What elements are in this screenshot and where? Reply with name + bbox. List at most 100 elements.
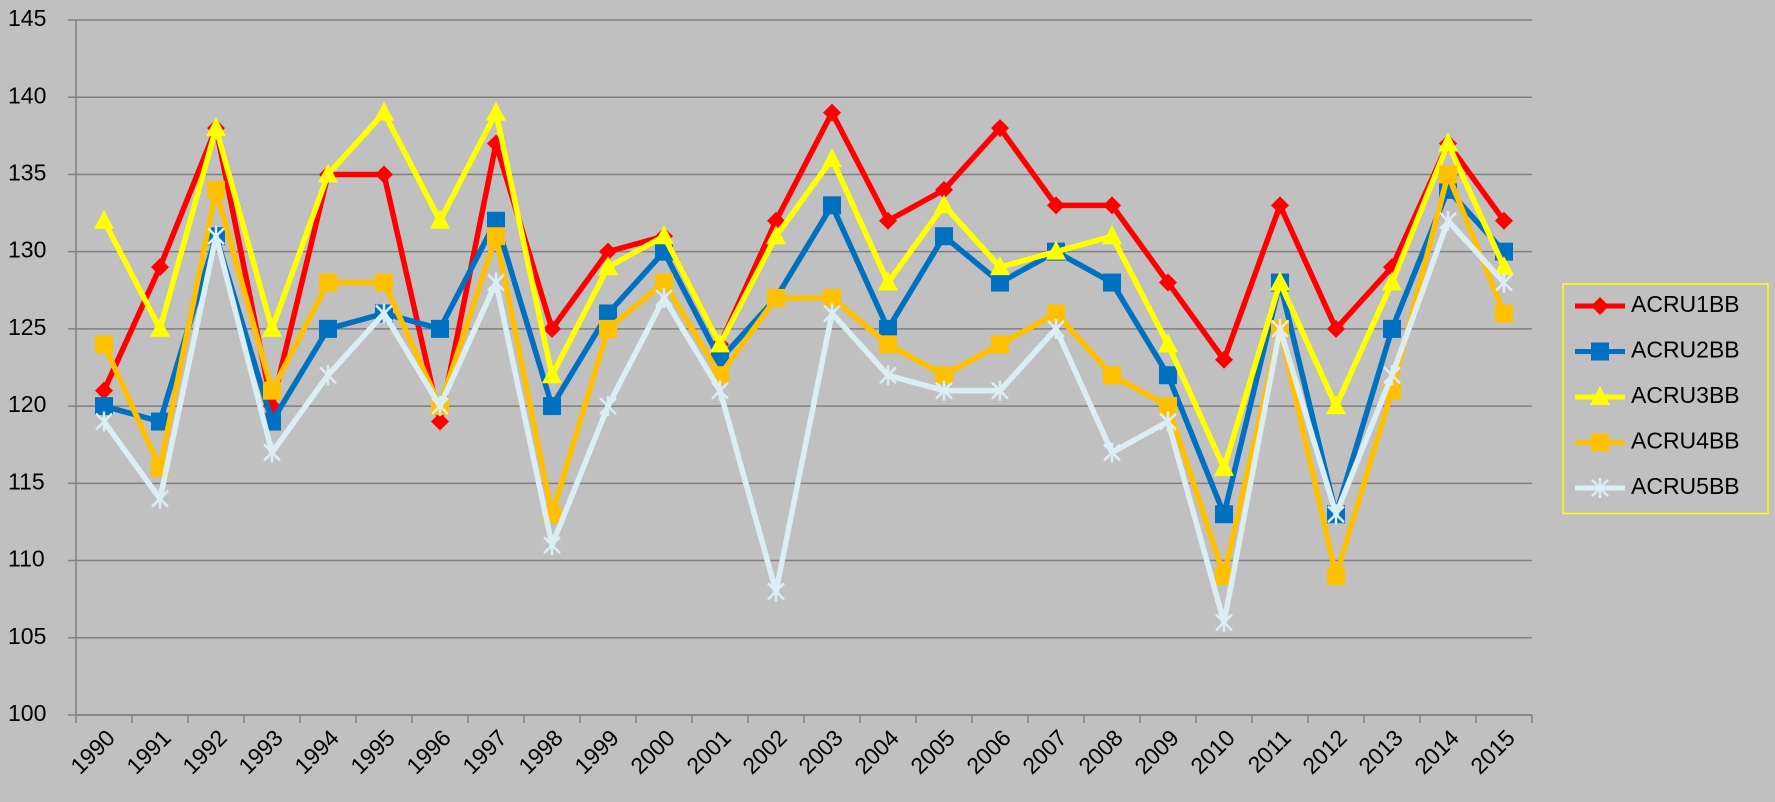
legend-label: ACRU1BB	[1631, 291, 1740, 317]
marker	[1270, 271, 1290, 291]
marker	[262, 317, 282, 337]
y-tick-label: 105	[8, 623, 46, 649]
x-tick-label: 1996	[401, 724, 456, 779]
marker	[431, 396, 449, 417]
marker	[990, 256, 1010, 276]
marker	[1382, 271, 1402, 291]
marker	[375, 165, 393, 184]
y-tick-label: 130	[8, 237, 46, 263]
x-tick-label: 2004	[849, 724, 904, 779]
marker	[1159, 397, 1177, 416]
marker	[1103, 442, 1121, 463]
marker	[598, 256, 618, 276]
marker	[991, 273, 1009, 292]
marker	[1159, 273, 1177, 292]
x-tick-label: 1994	[289, 724, 344, 779]
marker	[1159, 411, 1177, 432]
marker	[150, 317, 170, 337]
marker	[1439, 210, 1457, 231]
series	[95, 103, 1513, 431]
y-tick-label: 145	[8, 5, 46, 31]
x-tick-label: 1995	[345, 724, 400, 779]
marker	[1215, 350, 1233, 369]
marker	[767, 581, 785, 602]
y-tick-label: 110	[8, 546, 45, 572]
marker	[1591, 297, 1609, 315]
marker	[599, 304, 617, 323]
marker	[1271, 318, 1289, 339]
y-tick-label: 100	[8, 700, 46, 726]
marker	[935, 227, 953, 246]
marker	[935, 366, 953, 385]
marker	[543, 397, 561, 416]
marker	[95, 381, 113, 400]
marker	[1494, 256, 1514, 276]
marker	[767, 211, 785, 230]
marker	[599, 396, 617, 417]
marker	[1046, 240, 1066, 260]
x-tick-label: 2006	[961, 724, 1016, 779]
marker	[1102, 225, 1122, 245]
x-tick-label: 2007	[1017, 724, 1072, 779]
marker	[206, 117, 226, 137]
x-tick-label: 1997	[457, 724, 512, 779]
marker	[430, 209, 450, 229]
marker	[655, 288, 673, 308]
marker	[1383, 319, 1401, 338]
marker	[1327, 319, 1345, 338]
marker	[766, 225, 786, 245]
marker	[94, 209, 114, 229]
marker	[95, 397, 113, 416]
marker	[1327, 567, 1345, 585]
marker	[654, 225, 674, 245]
marker	[991, 380, 1009, 401]
x-tick-label: 2012	[1297, 724, 1352, 779]
marker	[487, 211, 505, 230]
marker	[543, 535, 561, 556]
marker	[263, 442, 281, 463]
marker	[1159, 366, 1177, 385]
x-tick-label: 2011	[1242, 724, 1295, 777]
series-line	[101, 109, 1507, 425]
marker	[1326, 395, 1346, 415]
marker	[1495, 211, 1513, 230]
marker	[207, 226, 225, 247]
marker	[879, 211, 897, 230]
marker	[1383, 365, 1401, 386]
legend-label: ACRU5BB	[1631, 473, 1740, 499]
marker	[95, 335, 113, 354]
marker	[486, 101, 506, 121]
series-line	[101, 109, 1507, 471]
marker	[1103, 196, 1121, 215]
marker	[822, 148, 842, 167]
marker	[823, 289, 841, 307]
x-tick-label: 2009	[1129, 724, 1184, 779]
marker	[655, 273, 673, 292]
marker	[991, 335, 1009, 354]
marker	[934, 194, 954, 214]
marker	[711, 380, 729, 401]
legend-label: ACRU2BB	[1631, 337, 1740, 363]
marker	[319, 365, 337, 386]
marker	[1215, 505, 1233, 524]
marker	[823, 303, 841, 324]
marker	[1438, 132, 1458, 152]
series	[94, 101, 1514, 476]
marker	[935, 380, 953, 401]
marker	[1103, 366, 1121, 385]
marker	[375, 273, 393, 292]
marker	[1439, 165, 1457, 184]
marker	[487, 227, 505, 246]
y-tick-label: 120	[8, 391, 46, 417]
marker	[1327, 504, 1345, 525]
marker	[1047, 304, 1065, 323]
marker	[319, 273, 337, 292]
marker	[1591, 478, 1609, 498]
marker	[1103, 273, 1121, 292]
marker	[879, 335, 897, 354]
x-tick-label: 2015	[1465, 724, 1520, 779]
x-tick-label: 2005	[905, 724, 960, 779]
y-tick-label: 140	[8, 82, 46, 108]
marker	[207, 180, 225, 199]
